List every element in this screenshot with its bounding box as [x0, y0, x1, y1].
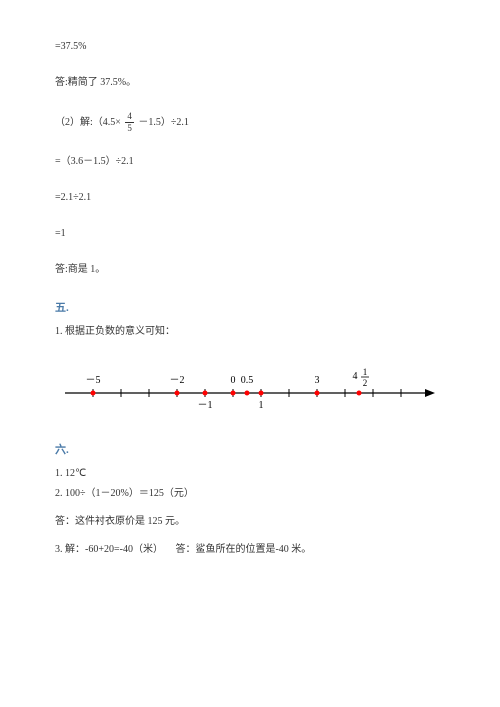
svg-text:－5: －5 — [86, 375, 101, 386]
answer-2: 答:商是 1。 — [55, 263, 445, 277]
number-line: －5－200.53412－11 — [55, 353, 445, 423]
svg-text:3: 3 — [315, 375, 320, 386]
frac-num: 4 — [125, 112, 134, 123]
sec6-item3: 3. 解：-60+20=-40（米） 答：鲨鱼所在的位置是-40 米。 — [55, 543, 445, 557]
svg-text:－1: －1 — [198, 400, 213, 411]
svg-text:2: 2 — [363, 378, 368, 388]
sec6-3-solve: 3. 解：-60+20=-40（米） — [55, 544, 163, 555]
step-result-1: =37.5% — [55, 40, 445, 54]
step-result-3: =2.1÷2.1 — [55, 191, 445, 205]
svg-text:0: 0 — [231, 375, 236, 386]
sec6-3-answer: 答：鲨鱼所在的位置是-40 米。 — [175, 544, 311, 555]
sec6-item1: 1. 12℃ — [55, 467, 445, 481]
svg-text:－2: －2 — [170, 375, 185, 386]
sec6-item2-answer: 答：这件衬衣原价是 125 元。 — [55, 515, 445, 529]
svg-text:1: 1 — [259, 400, 264, 411]
svg-text:0.5: 0.5 — [241, 375, 254, 386]
svg-text:4: 4 — [353, 371, 358, 382]
section-6-heading: 六. — [55, 441, 445, 457]
p2-prefix: （2）解:（4.5× — [55, 117, 121, 128]
section-5-heading: 五. — [55, 299, 445, 315]
sec6-item2: 2. 100÷（1－20%）＝125（元） — [55, 487, 445, 501]
problem-2-step1: （2）解:（4.5× 4 5 －1.5）÷2.1 — [55, 112, 445, 133]
sec5-item1: 1. 根据正负数的意义可知： — [55, 325, 445, 339]
step-result-4: =1 — [55, 227, 445, 241]
frac-den: 5 — [125, 123, 134, 133]
answer-1: 答:精简了 37.5%。 — [55, 76, 445, 90]
fraction-4-5: 4 5 — [125, 112, 134, 133]
p2-suffix: －1.5）÷2.1 — [138, 117, 189, 128]
step-result-2: =（3.6－1.5）÷2.1 — [55, 155, 445, 169]
svg-text:1: 1 — [363, 367, 368, 377]
